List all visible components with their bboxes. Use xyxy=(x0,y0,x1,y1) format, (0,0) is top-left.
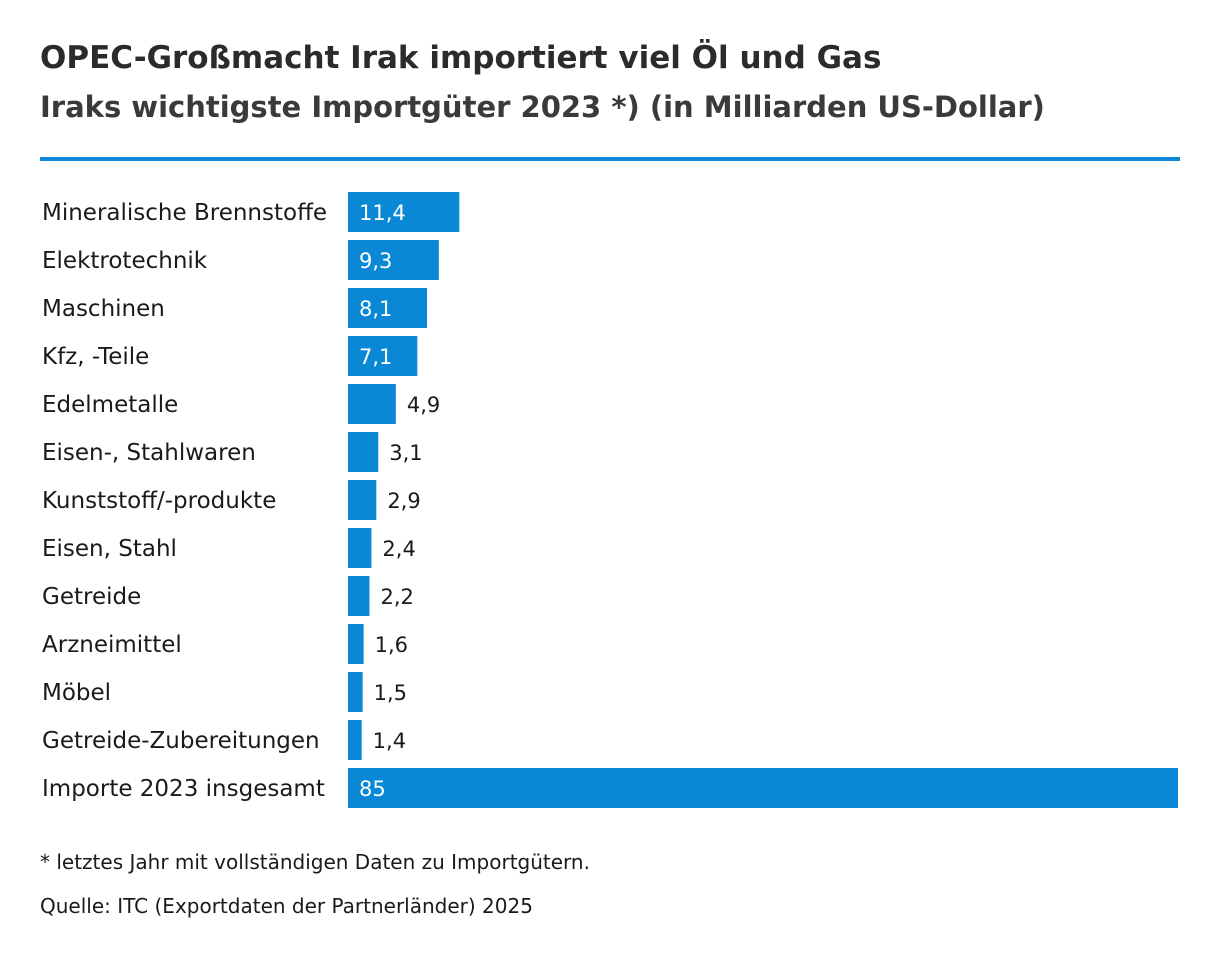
bar xyxy=(348,720,362,760)
value-label: 7,1 xyxy=(359,345,392,369)
value-label: 9,3 xyxy=(359,249,392,273)
bar xyxy=(348,432,379,472)
bar xyxy=(348,624,364,664)
footnote: * letztes Jahr mit vollständigen Daten z… xyxy=(40,850,590,874)
value-label: 1,5 xyxy=(374,681,407,705)
bar xyxy=(348,384,396,424)
bar xyxy=(348,768,1178,808)
bar xyxy=(348,336,418,376)
value-label: 2,4 xyxy=(382,537,415,561)
category-label: Möbel xyxy=(42,680,111,706)
value-label: 2,2 xyxy=(380,585,413,609)
source-note: Quelle: ITC (Exportdaten der Partnerländ… xyxy=(40,894,533,918)
category-label: Arzneimittel xyxy=(42,632,182,658)
category-label: Getreide-Zubereitungen xyxy=(42,728,320,754)
bar xyxy=(348,576,370,616)
bar-chart: Mineralische Brennstoffe 11,4 Elektrotechn… xyxy=(42,192,1178,808)
category-label: Mineralische Brennstoffe xyxy=(42,200,327,226)
category-label: Eisen-, Stahlwaren xyxy=(42,440,256,466)
bar xyxy=(348,672,363,712)
category-label: Maschinen xyxy=(42,296,165,322)
chart-title: OPEC-Großmacht Irak importiert viel Öl u… xyxy=(40,40,882,76)
title-divider xyxy=(40,157,1180,161)
bar xyxy=(348,480,377,520)
category-label: Getreide xyxy=(42,584,141,610)
bar xyxy=(348,240,439,280)
value-label: 8,1 xyxy=(359,297,392,321)
value-label: 85 xyxy=(359,777,386,801)
value-label: 11,4 xyxy=(359,201,406,225)
category-label: Kunststoff/-produkte xyxy=(42,488,276,514)
category-label: Edelmetalle xyxy=(42,392,178,418)
bar xyxy=(348,288,428,328)
chart-subtitle: Iraks wichtigste Importgüter 2023 *) (in… xyxy=(40,90,1045,124)
value-label: 1,4 xyxy=(373,729,406,753)
bars-layer: Mineralische Brennstoffe 11,4 Elektrotechn… xyxy=(42,192,1178,808)
value-label: 2,9 xyxy=(387,489,420,513)
category-label: Elektrotechnik xyxy=(42,248,208,274)
category-label: Eisen, Stahl xyxy=(42,536,177,562)
value-label: 1,6 xyxy=(375,633,408,657)
value-label: 4,9 xyxy=(407,393,440,417)
bar xyxy=(348,528,372,568)
category-label: Kfz, -Teile xyxy=(42,344,149,370)
bar xyxy=(348,192,460,232)
category-label: Importe 2023 insgesamt xyxy=(42,776,325,802)
value-label: 3,1 xyxy=(389,441,422,465)
